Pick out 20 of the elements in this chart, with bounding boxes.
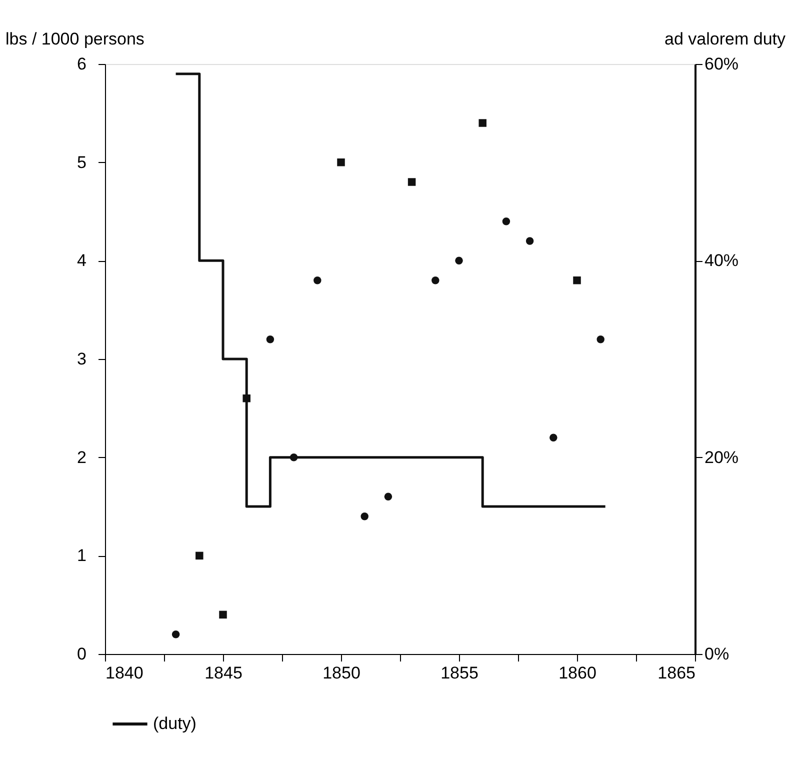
x-tick-label: 1860 xyxy=(558,664,596,682)
y2-tick-label: 40% xyxy=(704,251,739,270)
y-tick-label: 5 xyxy=(77,152,86,172)
x-tick-label: 1850 xyxy=(322,664,360,682)
y-axis-title: lbs / 1000 persons xyxy=(6,30,144,48)
legend-label: (duty) xyxy=(153,714,196,733)
y-tick-label: 4 xyxy=(77,251,86,270)
x-tick-label: 1855 xyxy=(440,664,478,682)
y2-tick-label: 60% xyxy=(704,54,739,74)
x-tick-label: 1865 xyxy=(658,664,696,682)
y-tick-label: 3 xyxy=(77,350,86,368)
y-tick-label: 6 xyxy=(77,54,86,74)
y2-tick-label: 0% xyxy=(704,644,730,664)
y-tick-label: 1 xyxy=(77,546,86,566)
y-tick-label: 0 xyxy=(77,644,86,664)
y2-axis-title: ad valorem duty xyxy=(664,30,786,48)
x-tick-label: 1840 xyxy=(106,664,144,682)
y-tick-label: 2 xyxy=(77,448,86,467)
x-tick-label: 1845 xyxy=(204,664,242,682)
y2-tick-label: 20% xyxy=(704,448,739,467)
